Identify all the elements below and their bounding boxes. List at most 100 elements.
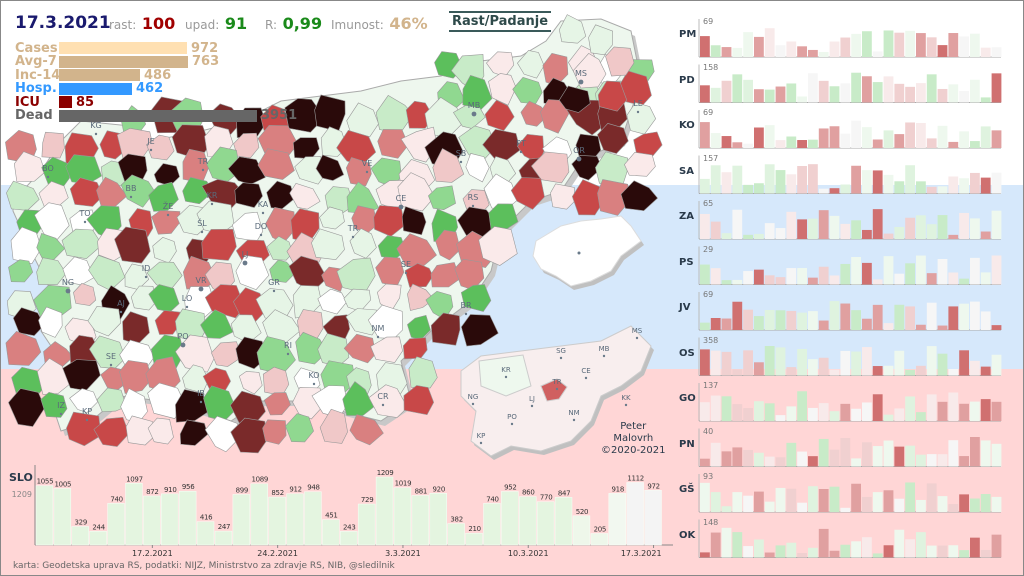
municipality-shape[interactable] bbox=[558, 14, 587, 44]
municipality-shape[interactable] bbox=[403, 385, 435, 416]
municipality-shape[interactable] bbox=[346, 102, 379, 138]
municipality-shape[interactable] bbox=[147, 382, 185, 419]
municipality-shape[interactable] bbox=[401, 206, 427, 236]
municipality-shape[interactable] bbox=[512, 76, 543, 105]
municipality-shape[interactable] bbox=[488, 73, 517, 106]
municipality-shape[interactable] bbox=[597, 123, 629, 154]
municipality-shape[interactable] bbox=[345, 157, 372, 187]
municipality-shape[interactable] bbox=[430, 312, 461, 346]
municipality-shape[interactable] bbox=[125, 415, 158, 446]
municipality-shape[interactable] bbox=[182, 176, 214, 205]
municipality-shape[interactable] bbox=[266, 236, 293, 261]
municipality-shape[interactable] bbox=[263, 392, 291, 416]
municipality-shape[interactable] bbox=[119, 360, 153, 394]
municipality-shape[interactable] bbox=[531, 151, 570, 184]
municipality-shape[interactable] bbox=[233, 132, 260, 159]
municipality-shape[interactable] bbox=[349, 414, 384, 446]
municipality-shape[interactable] bbox=[146, 134, 175, 161]
municipality-shape[interactable] bbox=[211, 341, 242, 367]
municipality-shape[interactable] bbox=[284, 98, 325, 133]
municipality-shape[interactable] bbox=[315, 154, 345, 181]
municipality-shape[interactable] bbox=[147, 417, 174, 445]
municipality-shape[interactable] bbox=[343, 333, 377, 364]
municipality-shape[interactable] bbox=[8, 259, 34, 283]
municipality-shape[interactable] bbox=[69, 177, 104, 207]
municipality-shape[interactable] bbox=[550, 183, 575, 210]
municipality-shape[interactable] bbox=[204, 415, 243, 453]
municipality-shape[interactable] bbox=[571, 155, 603, 181]
municipality-shape[interactable] bbox=[460, 314, 499, 347]
municipality-shape[interactable] bbox=[200, 309, 234, 339]
municipality-shape[interactable] bbox=[40, 391, 68, 418]
municipality-shape[interactable] bbox=[408, 356, 438, 389]
municipality-shape[interactable] bbox=[460, 284, 492, 312]
municipality-shape[interactable] bbox=[407, 283, 435, 311]
municipality-shape[interactable] bbox=[605, 46, 635, 77]
municipality-shape[interactable] bbox=[465, 153, 490, 183]
municipality-shape[interactable] bbox=[120, 174, 156, 208]
municipality-shape[interactable] bbox=[269, 259, 297, 283]
municipality-shape[interactable] bbox=[311, 228, 345, 261]
municipality-shape[interactable] bbox=[597, 179, 631, 216]
municipality-shape[interactable] bbox=[73, 283, 97, 306]
municipality-shape[interactable] bbox=[319, 408, 348, 444]
municipality-shape[interactable] bbox=[257, 148, 295, 180]
municipality-shape[interactable] bbox=[430, 262, 461, 288]
municipality-shape[interactable] bbox=[96, 387, 127, 413]
municipality-shape[interactable] bbox=[175, 389, 209, 423]
municipality-shape[interactable] bbox=[93, 416, 130, 447]
municipality-shape[interactable] bbox=[620, 180, 659, 212]
municipality-shape[interactable] bbox=[397, 172, 436, 212]
municipality-shape[interactable] bbox=[5, 330, 42, 366]
municipality-shape[interactable] bbox=[572, 53, 607, 89]
municipality-shape[interactable] bbox=[404, 262, 434, 288]
municipality-shape[interactable] bbox=[36, 357, 72, 395]
municipality-shape[interactable] bbox=[230, 417, 268, 454]
municipality-shape[interactable] bbox=[633, 131, 663, 157]
municipality-shape[interactable] bbox=[510, 177, 545, 210]
municipality-shape[interactable] bbox=[478, 226, 518, 266]
municipality-shape[interactable] bbox=[624, 151, 656, 177]
municipality-shape[interactable] bbox=[148, 181, 179, 212]
municipality-shape[interactable] bbox=[66, 411, 102, 447]
municipality-shape[interactable] bbox=[571, 179, 603, 216]
municipality-shape[interactable] bbox=[61, 228, 103, 260]
municipality-shape[interactable] bbox=[69, 388, 98, 413]
municipality-shape[interactable] bbox=[151, 210, 181, 235]
municipality-shape[interactable] bbox=[517, 50, 545, 79]
municipality-shape[interactable] bbox=[41, 131, 65, 159]
municipality-shape[interactable] bbox=[182, 364, 210, 394]
municipality-shape[interactable] bbox=[262, 419, 287, 445]
municipality-shape[interactable] bbox=[234, 182, 263, 208]
municipality-shape[interactable] bbox=[289, 182, 321, 210]
municipality-shape[interactable] bbox=[597, 80, 628, 112]
municipality-shape[interactable] bbox=[377, 129, 409, 159]
municipality-shape[interactable] bbox=[368, 384, 408, 418]
municipality-shape[interactable] bbox=[8, 388, 46, 427]
municipality-shape[interactable] bbox=[317, 288, 347, 315]
municipality-shape[interactable] bbox=[295, 331, 328, 365]
municipality-shape[interactable] bbox=[319, 206, 345, 230]
municipality-shape[interactable] bbox=[435, 229, 461, 261]
municipality-shape[interactable] bbox=[13, 151, 46, 182]
municipality-shape[interactable] bbox=[179, 419, 209, 446]
municipality-shape[interactable] bbox=[36, 257, 67, 285]
municipality-shape[interactable] bbox=[520, 100, 550, 127]
municipality-shape[interactable] bbox=[342, 381, 375, 416]
municipality-shape[interactable] bbox=[588, 24, 614, 56]
municipality-shape[interactable] bbox=[285, 413, 314, 443]
municipality-shape[interactable] bbox=[12, 307, 45, 337]
municipality-shape[interactable] bbox=[345, 308, 381, 336]
municipality-shape[interactable] bbox=[114, 226, 151, 264]
municipality-shape[interactable] bbox=[38, 306, 63, 338]
municipality-shape[interactable] bbox=[314, 94, 346, 132]
municipality-shape[interactable] bbox=[154, 310, 181, 335]
municipality-shape[interactable] bbox=[201, 228, 237, 261]
municipality-shape[interactable] bbox=[87, 305, 122, 337]
municipality-shape[interactable] bbox=[10, 226, 42, 265]
municipality-shape[interactable] bbox=[428, 185, 456, 211]
municipality-shape[interactable] bbox=[558, 85, 591, 113]
municipality-shape[interactable] bbox=[370, 336, 403, 363]
municipality-shape[interactable] bbox=[130, 285, 157, 311]
municipality-shape[interactable] bbox=[238, 371, 263, 395]
